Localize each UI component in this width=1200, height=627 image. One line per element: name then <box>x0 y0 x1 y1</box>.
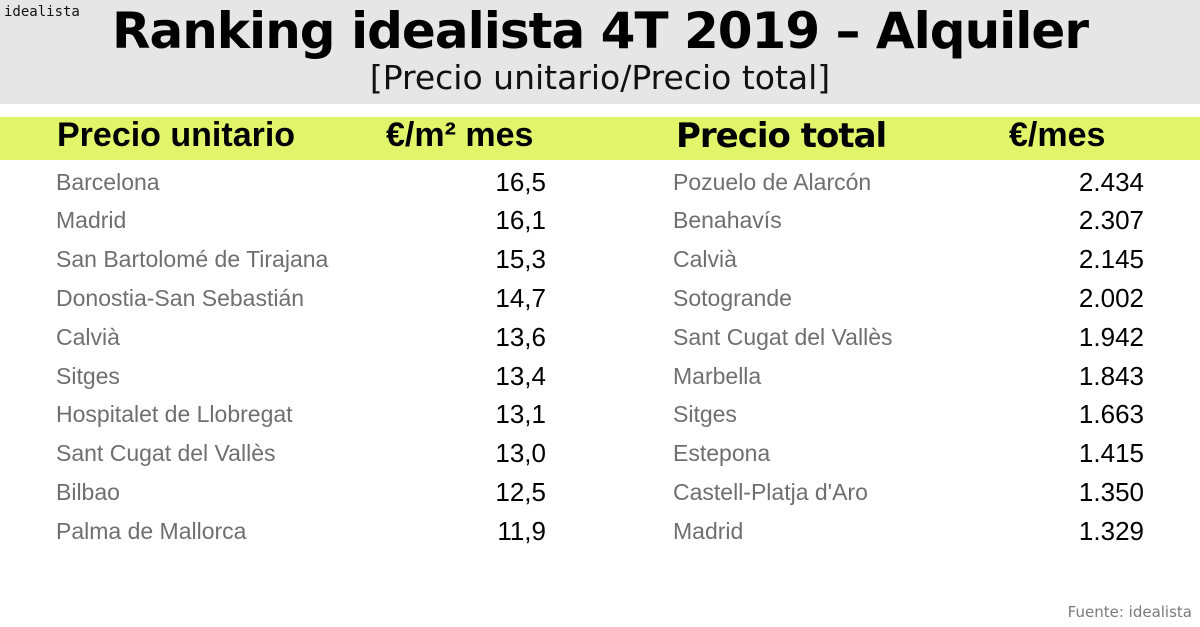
city-name: Calvià <box>673 246 737 272</box>
city-name: Sitges <box>673 401 737 427</box>
price-value: 1.942 <box>1078 322 1144 352</box>
price-value: 1.663 <box>1078 399 1144 429</box>
city-name: Madrid <box>56 207 127 233</box>
table-row: Sant Cugat del Vallès 1.942 <box>673 318 1144 356</box>
source-note: Fuente: idealista <box>1067 603 1192 621</box>
table-row: Hospitalet de Llobregat 13,1 <box>56 395 546 433</box>
table-row: Madrid 1.329 <box>673 512 1144 550</box>
column-header-band <box>0 117 1200 160</box>
city-name: Sitges <box>56 363 120 389</box>
price-value: 2.002 <box>1078 283 1144 313</box>
price-value: 14,7 <box>495 283 546 313</box>
table-row: San Bartolomé de Tirajana 15,3 <box>56 240 546 278</box>
table-row: Madrid 16,1 <box>56 201 546 239</box>
price-value: 15,3 <box>495 244 546 274</box>
price-value: 1.843 <box>1078 361 1144 391</box>
city-name: Marbella <box>673 363 762 389</box>
table-row: Calvià 2.145 <box>673 240 1144 278</box>
table-row: Palma de Mallorca 11,9 <box>56 512 546 550</box>
city-name: Hospitalet de Llobregat <box>56 401 293 427</box>
city-name: Sotogrande <box>673 285 792 311</box>
price-value: 1.350 <box>1078 477 1144 507</box>
price-value: 2.145 <box>1078 244 1144 274</box>
table-row: Castell-Platja d'Aro 1.350 <box>673 473 1144 511</box>
price-value: 13,4 <box>495 361 546 391</box>
table-row: Sitges 13,4 <box>56 357 546 395</box>
price-value: 13,6 <box>495 322 546 352</box>
price-value: 16,5 <box>495 167 546 197</box>
city-name: Estepona <box>673 440 771 466</box>
right-unit-header: €/mes <box>1009 116 1106 154</box>
price-value: 2.307 <box>1078 205 1144 235</box>
price-value: 1.329 <box>1078 516 1144 546</box>
price-value: 12,5 <box>495 477 546 507</box>
brand-logo-text: idealista <box>4 4 80 20</box>
right-column-header: Precio total <box>676 116 887 156</box>
price-value: 1.415 <box>1078 438 1144 468</box>
table-row: Sitges 1.663 <box>673 395 1144 433</box>
city-name: Sant Cugat del Vallès <box>56 440 276 466</box>
table-row: Marbella 1.843 <box>673 357 1144 395</box>
table-row: Bilbao 12,5 <box>56 473 546 511</box>
table-row: Estepona 1.415 <box>673 434 1144 472</box>
table-row: Sotogrande 2.002 <box>673 279 1144 317</box>
city-name: Bilbao <box>56 479 120 505</box>
page-subtitle: [Precio unitario/Precio total] <box>369 58 831 97</box>
table-row: Benahavís 2.307 <box>673 201 1144 239</box>
price-value: 13,0 <box>495 438 546 468</box>
price-value: 11,9 <box>497 516 546 546</box>
table-row: Sant Cugat del Vallès 13,0 <box>56 434 546 472</box>
city-name: Madrid <box>673 518 744 544</box>
table-row: Pozuelo de Alarcón 2.434 <box>673 163 1144 201</box>
table-row: Donostia-San Sebastián 14,7 <box>56 279 546 317</box>
city-name: Benahavís <box>673 207 782 233</box>
page-title: Ranking idealista 4T 2019 – Alquiler <box>111 2 1089 60</box>
city-name: Barcelona <box>56 169 160 195</box>
city-name: Calvià <box>56 324 120 350</box>
city-name: Palma de Mallorca <box>56 518 247 544</box>
table-row: Calvià 13,6 <box>56 318 546 356</box>
left-column-header: Precio unitario <box>57 116 296 154</box>
city-name: Castell-Platja d'Aro <box>673 479 868 505</box>
price-value: 16,1 <box>495 205 546 235</box>
table-row: Barcelona 16,5 <box>56 163 546 201</box>
price-value: 2.434 <box>1078 167 1144 197</box>
left-unit-header: €/m² mes <box>386 116 534 154</box>
price-value: 13,1 <box>495 399 546 429</box>
city-name: Pozuelo de Alarcón <box>673 169 872 195</box>
header-banner: idealista Ranking idealista 4T 2019 – Al… <box>0 0 1200 104</box>
city-name: San Bartolomé de Tirajana <box>56 246 329 272</box>
city-name: Donostia-San Sebastián <box>56 285 305 311</box>
city-name: Sant Cugat del Vallès <box>673 324 893 350</box>
